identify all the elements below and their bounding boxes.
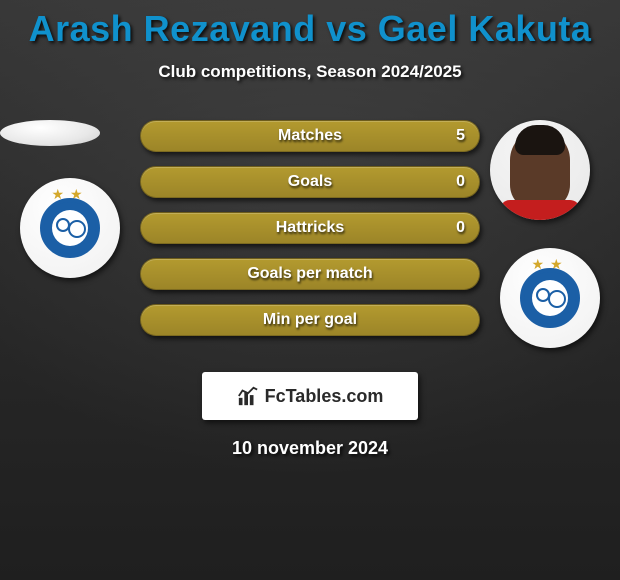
stat-row: Min per goal (140, 304, 480, 336)
stat-value-right: 0 (456, 219, 465, 237)
stat-label: Hattricks (141, 219, 479, 237)
club-crest-icon: ★★ (520, 268, 580, 328)
page-title: Arash Rezavand vs Gael Kakuta (0, 0, 620, 50)
stat-value-right: 5 (456, 127, 465, 145)
player-face-icon (510, 130, 570, 210)
club-crest-icon: ★★ (40, 198, 100, 258)
stat-value-right: 0 (456, 173, 465, 191)
stat-row: Hattricks 0 (140, 212, 480, 244)
date-text: 10 november 2024 (0, 438, 620, 459)
branding-badge: FcTables.com (202, 372, 418, 420)
club-left-avatar: ★★ (20, 178, 120, 278)
stat-row: Goals 0 (140, 166, 480, 198)
stats-area: ★★ ★★ Matches 5 Goals (0, 120, 620, 360)
infographic: Arash Rezavand vs Gael Kakuta Club compe… (0, 0, 620, 580)
subtitle: Club competitions, Season 2024/2025 (0, 62, 620, 82)
player-left-avatar (0, 120, 100, 146)
stat-label: Matches (141, 127, 479, 145)
stat-row: Matches 5 (140, 120, 480, 152)
stat-label: Goals per match (141, 265, 479, 283)
stat-label: Min per goal (141, 311, 479, 329)
branding-text: FcTables.com (265, 386, 384, 407)
stat-bars: Matches 5 Goals 0 Hattricks 0 Goals per … (140, 120, 480, 350)
stat-label: Goals (141, 173, 479, 191)
stat-row: Goals per match (140, 258, 480, 290)
player-right-avatar (490, 120, 590, 220)
club-right-avatar: ★★ (500, 248, 600, 348)
chart-icon (237, 385, 259, 407)
